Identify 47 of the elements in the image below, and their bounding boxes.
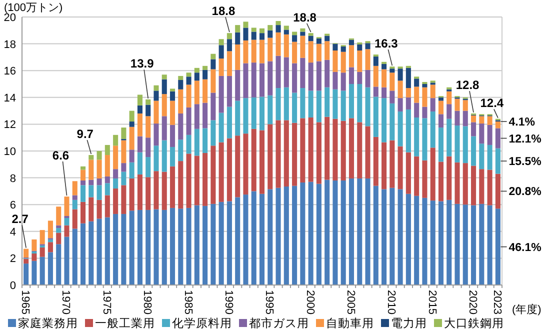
total-label: 6.6: [52, 148, 70, 162]
annotation: 12.1%: [508, 133, 542, 146]
total-label: 12.4: [480, 96, 504, 110]
annotation: 4.1%: [508, 116, 535, 129]
y-tick-label: 12: [4, 119, 16, 132]
total-label: 18.8: [212, 4, 236, 18]
x-tick-label: 1995: [263, 290, 276, 314]
y-axis-title: (100万トン): [4, 2, 63, 14]
y-tick-label: 16: [4, 66, 16, 78]
legend-label: 家庭業務用: [18, 316, 78, 330]
x-tick-label: 1975: [100, 290, 112, 314]
y-tick-label: 20: [4, 12, 16, 24]
x-tick-label: 1985: [182, 290, 194, 314]
total-label: 2.7: [12, 212, 29, 226]
x-tick-label: 1970: [60, 290, 72, 314]
x-tick-label: 2023: [490, 290, 503, 314]
x-tick-label: 1965: [19, 290, 32, 314]
legend-label: 都市ガス用: [249, 316, 309, 330]
y-tick-label: 18: [4, 38, 16, 51]
x-tick-label: 1980: [141, 290, 154, 314]
x-tick-label: 2015: [426, 290, 438, 314]
x-tick-label: 2005: [344, 290, 356, 314]
legend-label: 電力用: [391, 317, 427, 330]
legend-label: 一般工業用: [95, 317, 155, 330]
y-tick-label: 4: [10, 226, 16, 238]
total-label: 12.8: [456, 78, 480, 92]
y-tick-label: 2: [10, 253, 16, 266]
annotation: 20.8%: [508, 186, 542, 198]
y-tick-label: 0: [10, 280, 16, 292]
total-label: 9.7: [76, 126, 94, 141]
x-tick-label: 2010: [385, 290, 398, 314]
annotation: 15.5%: [508, 156, 542, 168]
legend-label: 化学原料用: [172, 317, 232, 330]
legend-label: 大口鉄鋼用: [444, 317, 504, 330]
y-tick-label: 10: [4, 146, 16, 158]
x-tick-label: 1990: [222, 290, 234, 314]
x-tick-label: 2020: [466, 290, 479, 314]
total-label: 13.9: [130, 56, 154, 71]
legend-label: 自動車用: [326, 317, 374, 330]
total-label: 18.8: [293, 10, 317, 24]
x-axis-title: (年度): [512, 303, 542, 316]
x-tick-label: 2000: [304, 290, 316, 314]
y-tick-label: 14: [4, 92, 16, 104]
total-label: 16.3: [374, 36, 398, 51]
y-tick-label: 6: [10, 200, 16, 212]
annotation: 46.1%: [508, 242, 542, 254]
y-tick-label: 8: [10, 172, 16, 185]
